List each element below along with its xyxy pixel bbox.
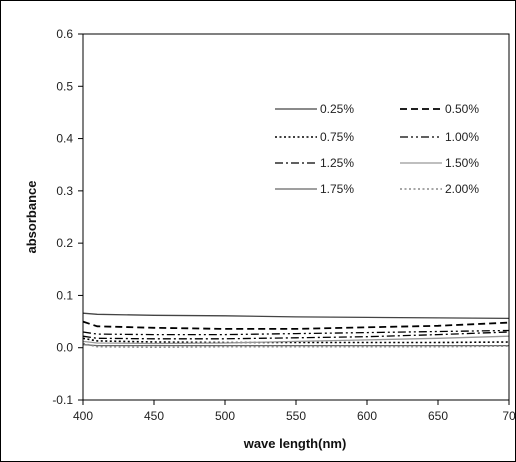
- legend-label: 0.75%: [320, 130, 354, 144]
- series-line-1-00pct: [82, 329, 510, 336]
- x-tick-label: 600: [357, 409, 377, 423]
- series-line-2-00pct: [82, 342, 510, 349]
- series-line-0-75pct: [82, 337, 510, 344]
- y-tick-label: 0.0: [56, 341, 73, 355]
- legend-label: 1.25%: [320, 156, 354, 170]
- legend-label: 1.75%: [320, 182, 354, 196]
- plot-layer: [82, 312, 510, 349]
- series-line-0-25pct: [82, 312, 510, 320]
- y-tick-label: 0.5: [56, 79, 73, 93]
- x-tick-label: 650: [428, 409, 448, 423]
- series-line-1-50pct: [82, 335, 510, 345]
- legend: 0.25% 0.50% 0.75% 1.00% 1.25% 1.50% 1.75% 2.00%: [275, 102, 479, 196]
- legend-label: 0.50%: [445, 102, 479, 116]
- series-line-1-25pct: [82, 331, 510, 340]
- y-tick-label: 0.1: [56, 288, 73, 302]
- series-line-1-75pct: [82, 343, 509, 347]
- y-tick-label: 0.4: [56, 132, 73, 146]
- y-tick-label: 0.2: [56, 236, 73, 250]
- x-tick-label: 70: [502, 409, 516, 423]
- y-tick-label: 0.3: [56, 184, 73, 198]
- x-tick-label: 400: [73, 409, 93, 423]
- legend-label: 2.00%: [445, 182, 479, 196]
- legend-label: 1.00%: [445, 130, 479, 144]
- x-tick-label: 550: [286, 409, 306, 423]
- x-tick-label: 500: [215, 409, 235, 423]
- x-tick-label: 450: [144, 409, 164, 423]
- x-axis-title: wave length(nm): [243, 436, 347, 451]
- legend-label: 0.25%: [320, 102, 354, 116]
- y-axis-title: absorbance: [24, 181, 39, 254]
- series-line-0-50pct: [82, 320, 510, 330]
- y-tick-label: 0.6: [56, 27, 73, 41]
- legend-label: 1.50%: [445, 156, 479, 170]
- y-tick-label: -0.1: [52, 393, 73, 407]
